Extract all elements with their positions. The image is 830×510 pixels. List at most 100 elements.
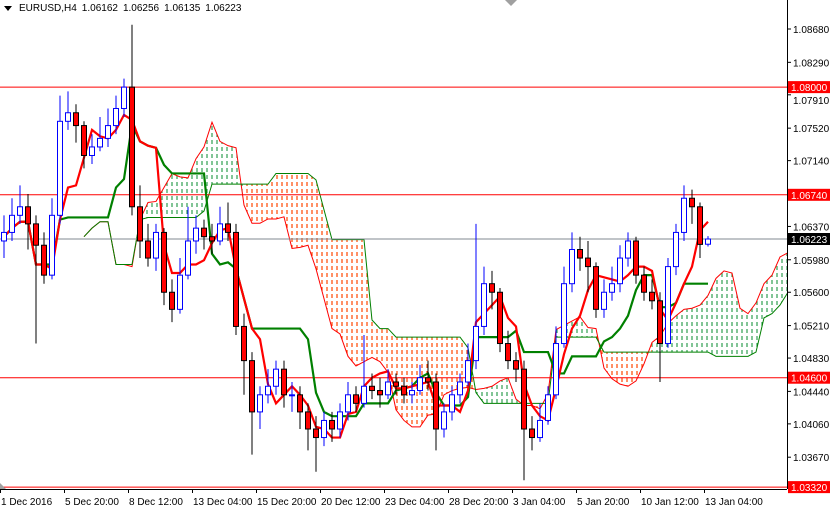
- bull-candle: [257, 386, 263, 429]
- cloud-segment: [372, 320, 380, 362]
- bull-candle: [665, 258, 671, 348]
- time-tick-label: 1 Dec 2016: [1, 497, 53, 508]
- bull-candle: [321, 411, 327, 447]
- bear-candle: [241, 313, 247, 395]
- bear-candle: [353, 386, 359, 412]
- candle-body: [641, 274, 647, 293]
- price-tick-label: 1.05980: [793, 256, 830, 267]
- bull-candle: [49, 198, 55, 280]
- cloud-segment: [484, 386, 492, 404]
- cloud-segment: [740, 308, 748, 357]
- candle-body: [97, 137, 103, 148]
- dropdown-triangle-icon[interactable]: [4, 6, 12, 11]
- bull-candle: [89, 134, 95, 165]
- cloud-segment: [684, 308, 692, 353]
- bear-candle: [129, 24, 135, 216]
- candle-body: [353, 394, 359, 404]
- candle-body: [65, 112, 71, 122]
- bull-candle: [545, 386, 551, 425]
- bear-candle: [145, 223, 151, 267]
- cloud-segment: [620, 352, 628, 387]
- bull-candle: [121, 78, 127, 118]
- cloud-segment: [148, 201, 156, 218]
- close-value: 1.06223: [205, 3, 242, 14]
- bear-candle: [329, 411, 335, 442]
- bull-candle: [105, 108, 111, 147]
- bull-candle: [625, 232, 631, 267]
- bull-candle: [217, 206, 223, 246]
- candle-body: [689, 197, 695, 208]
- cloud-segment: [260, 184, 268, 224]
- cloud-segment: [724, 270, 732, 357]
- level-price-tag: [788, 188, 830, 201]
- bear-candle: [497, 287, 503, 353]
- candle-body: [113, 107, 119, 127]
- bull-candle: [417, 364, 423, 395]
- bull-candle: [681, 185, 687, 241]
- bear-candle: [689, 189, 695, 224]
- time-tick-label: 15 Dec 20:00: [257, 497, 317, 508]
- candle-body: [73, 112, 79, 127]
- bear-candle: [41, 232, 47, 284]
- candle-body: [489, 283, 495, 293]
- candle-body: [9, 214, 15, 233]
- candle-body: [617, 257, 623, 285]
- candle-body: [585, 257, 591, 268]
- cloud-segment: [732, 273, 740, 357]
- bear-candle: [73, 104, 79, 143]
- bull-candle: [65, 91, 71, 130]
- cloud-segment: [196, 146, 204, 218]
- symbol-label: EURUSD,H4: [19, 3, 77, 14]
- cloud-segment: [308, 173, 316, 269]
- candle-body: [289, 394, 295, 397]
- bear-candle: [489, 270, 495, 310]
- candle-body: [513, 360, 519, 370]
- candle-body: [297, 394, 303, 413]
- bull-candle: [473, 223, 479, 370]
- price-tick-label: 1.04440: [793, 387, 830, 398]
- bear-candle: [233, 223, 239, 335]
- cloud-segment: [244, 184, 252, 224]
- candle-body: [633, 240, 639, 276]
- candle-body: [537, 419, 543, 439]
- bull-candle: [609, 266, 615, 301]
- candle-body: [705, 238, 711, 245]
- candle-body: [553, 343, 559, 396]
- bear-candle: [313, 416, 319, 472]
- bull-candle: [57, 95, 63, 224]
- bear-candle: [377, 377, 383, 408]
- candle-body: [49, 214, 55, 276]
- cloud-segment: [780, 252, 788, 306]
- bear-candle: [593, 262, 599, 318]
- current-price-tag: [788, 233, 830, 245]
- bull-candle: [537, 403, 543, 442]
- bull-candle: [449, 386, 455, 421]
- cloud-segment: [220, 141, 228, 185]
- time-tick-label: 8 Dec 12:00: [129, 497, 183, 508]
- candle-body: [401, 385, 407, 396]
- candle-body: [209, 236, 215, 242]
- candle-body: [481, 283, 487, 327]
- candle-body: [361, 385, 367, 404]
- level-price-label: 1.06740: [791, 191, 828, 202]
- bull-candle: [289, 381, 295, 412]
- bear-candle: [585, 240, 591, 293]
- time-tick-label: 23 Dec 04:00: [385, 497, 445, 508]
- candle-body: [145, 240, 151, 259]
- cloud-segment: [300, 173, 308, 248]
- level-price-tag: [788, 371, 830, 384]
- bull-candle: [153, 223, 159, 271]
- bear-candle: [649, 279, 655, 310]
- bull-candle: [569, 232, 575, 293]
- bear-candle: [169, 279, 175, 323]
- cloud-segment: [324, 209, 332, 329]
- candle-body: [681, 197, 687, 233]
- candle-body: [377, 390, 383, 396]
- cloud-segment: [500, 377, 508, 404]
- cloud-segment: [284, 173, 292, 249]
- bear-candle: [657, 292, 663, 382]
- candle-body: [409, 390, 415, 396]
- bull-candle: [9, 198, 15, 241]
- bear-candle: [521, 360, 527, 481]
